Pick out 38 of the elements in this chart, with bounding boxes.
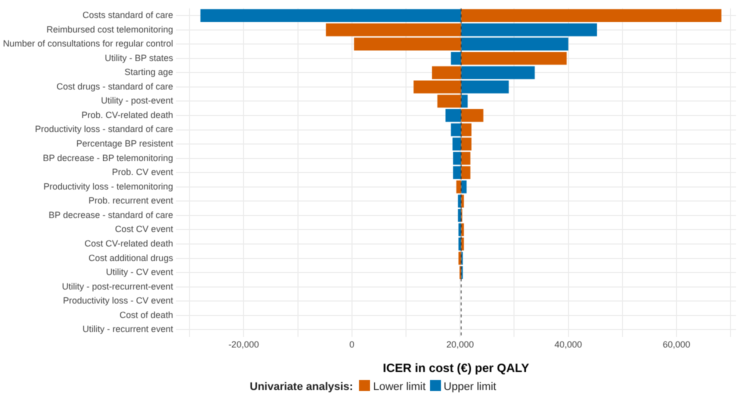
bar (461, 52, 567, 65)
x-axis-title: ICER in cost (€) per QALY (382, 361, 530, 376)
bar (450, 52, 462, 65)
y-tick-label: Productivity loss - standard of care (35, 124, 174, 134)
bar (461, 9, 722, 22)
y-tick-label: BP decrease - standard of care (48, 210, 174, 220)
y-tick-label: Productivity loss - CV event (63, 296, 174, 306)
y-tick-label: Percentage BP resistent (76, 138, 174, 149)
bar (461, 180, 467, 194)
y-tick-label: Cost additional drugs (88, 252, 174, 263)
legend-label: Upper limit (444, 381, 496, 393)
bar (456, 180, 462, 194)
x-tick-label: 0 (349, 340, 354, 350)
x-tick-label: 40,000 (554, 340, 582, 350)
x-tick-label: 20,000 (446, 340, 474, 350)
bar (200, 9, 462, 22)
y-tick-label: Reimbursed cost telemonitoring (46, 24, 174, 34)
x-tick-label: 60,000 (662, 340, 690, 350)
y-tick-label: Prob. recurrent event (88, 196, 174, 206)
y-tick-label: Prob. CV event (112, 167, 174, 178)
y-tick-label: Utility - BP states (104, 52, 174, 63)
y-tick-label: Utility - recurrent event (82, 324, 174, 334)
legend-title: Univariate analysis: (250, 381, 354, 393)
y-tick-label: Cost CV event (115, 224, 174, 234)
y-tick-label: BP decrease - BP telemonitoring (42, 152, 174, 163)
y-tick-label: Number of consultations for regular control (2, 38, 174, 49)
y-tick-label: Cost drugs - standard of care (56, 81, 174, 92)
y-tick-label: Cost CV-related death (84, 238, 174, 248)
y-tick-label: Productivity loss - telemonitoring (44, 181, 174, 192)
y-tick-label: Utility - CV event (106, 267, 174, 278)
y-tick-label: Utility - post-event (101, 96, 174, 106)
y-tick-label: Utility - post-recurrent-event (62, 281, 174, 292)
legend-label: Lower limit (373, 381, 426, 393)
y-tick-label: Costs standard of care (82, 10, 174, 20)
y-tick-label: Cost of death (120, 310, 174, 320)
x-tick-label: -20,000 (228, 340, 259, 350)
y-tick-label: Prob. CV-related death (82, 110, 174, 120)
y-tick-label: Starting age (124, 67, 174, 78)
